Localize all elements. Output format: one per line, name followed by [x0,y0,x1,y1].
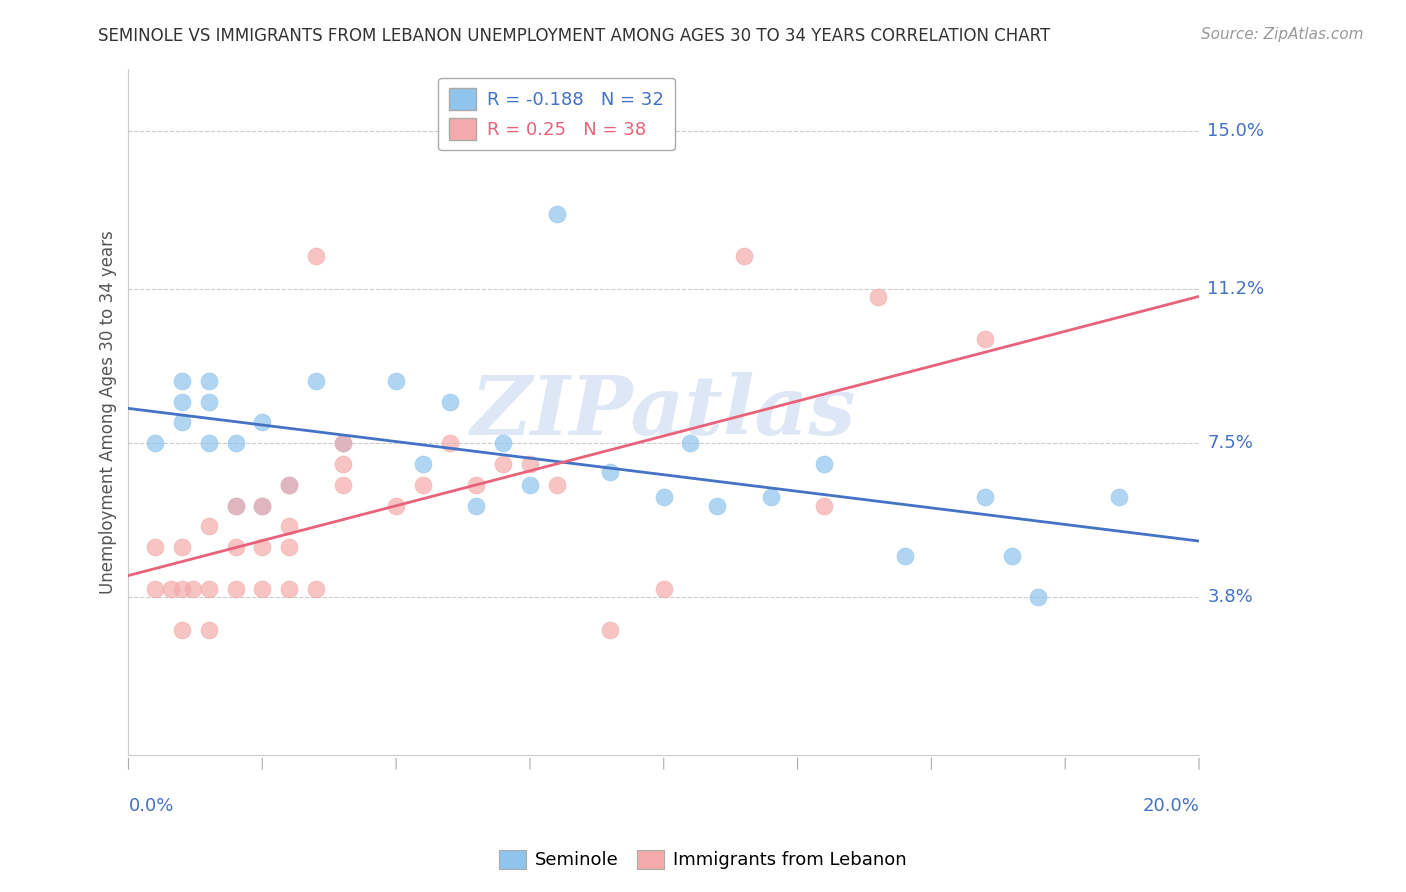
Point [197,436,219,450]
Point [465,499,488,513]
Point [252,540,274,554]
Point [278,477,301,491]
Point [225,436,247,450]
Point [866,290,889,304]
Point [973,490,995,504]
Point [278,477,301,491]
Point [412,457,434,471]
Point [385,499,408,513]
Point [197,519,219,533]
Point [181,582,204,596]
Point [225,499,247,513]
Point [170,540,193,554]
Point [197,394,219,409]
Point [519,457,541,471]
Text: ZIPatlas: ZIPatlas [471,372,856,452]
Point [1028,590,1050,604]
Point [412,477,434,491]
Point [546,477,568,491]
Point [305,374,328,388]
Text: SEMINOLE VS IMMIGRANTS FROM LEBANON UNEMPLOYMENT AMONG AGES 30 TO 34 YEARS CORRE: SEMINOLE VS IMMIGRANTS FROM LEBANON UNEM… [98,27,1050,45]
Point [332,477,354,491]
Point [679,436,702,450]
Point [160,582,183,596]
Point [492,436,515,450]
Y-axis label: Unemployment Among Ages 30 to 34 years: Unemployment Among Ages 30 to 34 years [100,230,117,594]
Point [813,457,835,471]
Point [225,499,247,513]
Point [439,394,461,409]
Point [332,436,354,450]
Point [170,374,193,388]
Point [278,582,301,596]
Text: 11.2%: 11.2% [1208,280,1264,298]
Point [385,374,408,388]
Text: 0.0%: 0.0% [128,797,174,814]
Point [170,624,193,638]
Point [332,457,354,471]
Point [170,394,193,409]
Text: 3.8%: 3.8% [1208,588,1253,607]
Point [305,582,328,596]
Point [225,582,247,596]
Text: 20.0%: 20.0% [1142,797,1199,814]
Point [252,499,274,513]
Point [252,582,274,596]
Point [278,540,301,554]
Text: 7.5%: 7.5% [1208,434,1253,452]
Point [733,249,755,263]
Point [332,436,354,450]
Point [652,490,675,504]
Point [465,477,488,491]
Point [1001,549,1024,563]
Point [652,582,675,596]
Point [170,582,193,596]
Point [143,540,166,554]
Point [759,490,782,504]
Point [278,519,301,533]
Text: Source: ZipAtlas.com: Source: ZipAtlas.com [1201,27,1364,42]
Point [252,415,274,429]
Point [305,249,328,263]
Point [170,415,193,429]
Legend: Seminole, Immigrants from Lebanon: Seminole, Immigrants from Lebanon [491,841,915,879]
Point [197,374,219,388]
Point [706,499,728,513]
Legend: R = -0.188   N = 32, R = 0.25   N = 38: R = -0.188 N = 32, R = 0.25 N = 38 [439,78,675,151]
Point [492,457,515,471]
Point [599,624,621,638]
Point [893,549,915,563]
Text: 15.0%: 15.0% [1208,122,1264,140]
Point [197,582,219,596]
Point [1108,490,1130,504]
Point [813,499,835,513]
Point [546,207,568,221]
Point [225,540,247,554]
Point [143,436,166,450]
Point [439,436,461,450]
Point [973,332,995,346]
Point [599,465,621,479]
Point [197,624,219,638]
Point [252,499,274,513]
Point [519,477,541,491]
Point [143,582,166,596]
